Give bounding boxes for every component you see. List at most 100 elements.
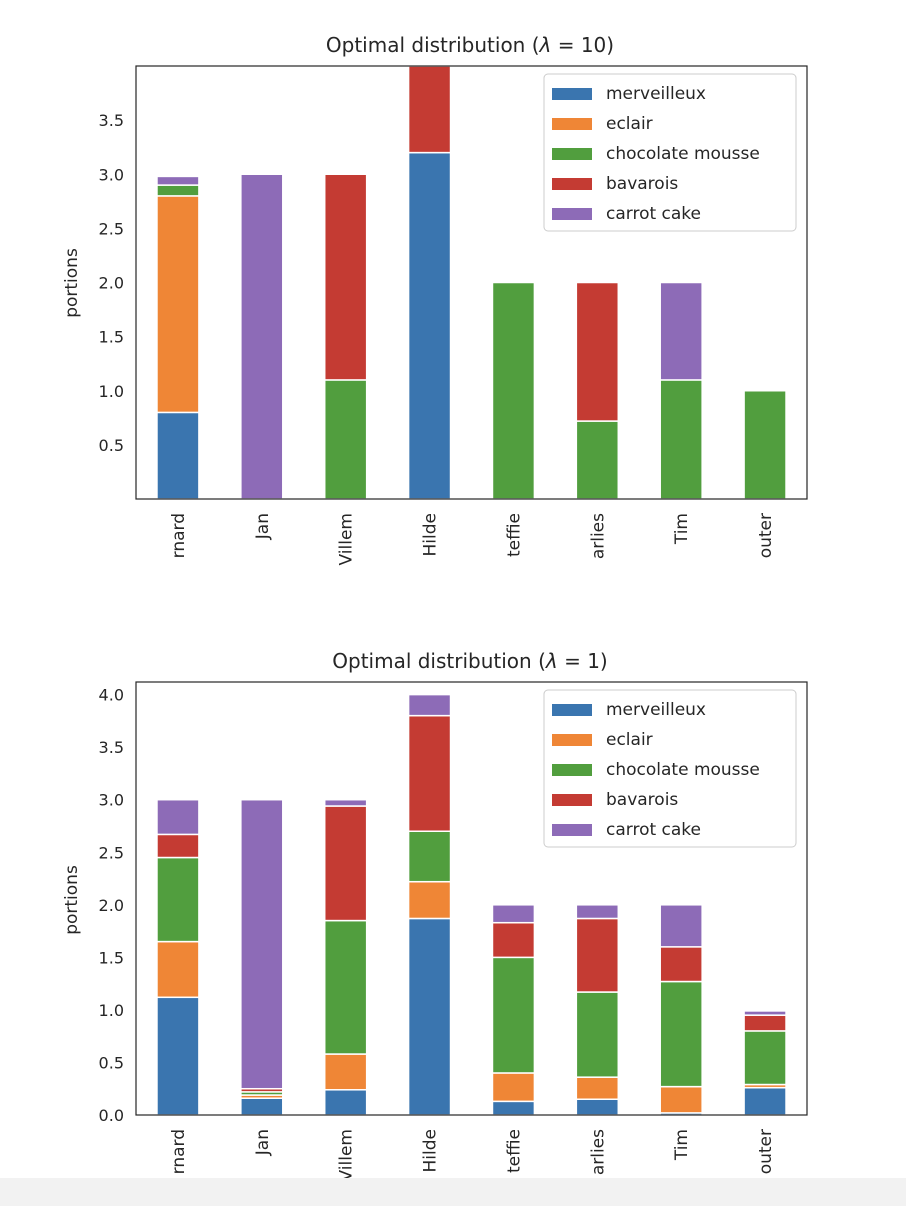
bar-hilde-bavarois <box>407 714 452 832</box>
legend-frame <box>543 73 797 232</box>
bar-tim-chocolate-mousse <box>659 980 703 1088</box>
page-footer-bar <box>0 1178 906 1206</box>
bar-villem-bavarois <box>323 173 368 381</box>
bar-hilde-carrot-cake <box>407 693 452 717</box>
chart-1-x-ticks: rnard Jan Villem Hilde teffie arlies Tim outer <box>169 513 776 566</box>
bar-hilde-merveilleux <box>407 917 452 1116</box>
bar-outer-chocolate-mousse <box>743 390 787 500</box>
bar-teffie-eclair <box>491 1072 536 1103</box>
x-tick-label-arlies: arlies <box>588 1129 608 1175</box>
bar-teffie-bavarois <box>491 921 536 959</box>
x-tick-label-hilde: Hilde <box>421 1129 441 1172</box>
bar-rnard-eclair <box>156 940 200 999</box>
bar-villem-chocolate-mousse <box>323 379 368 500</box>
bar-rnard-carrot-cake <box>156 798 200 836</box>
legend-label-bavarois: bavarois <box>606 174 678 194</box>
legend-label-bavarois: bavarois <box>606 790 678 810</box>
x-tick-label-tim: Tim <box>672 1129 692 1161</box>
bar-outer-carrot-cake <box>743 1010 787 1016</box>
x-tick-label-hilde: Hilde <box>421 513 441 556</box>
legend-swatch-carrot-cake <box>552 824 592 836</box>
chart-2: Optimal distribution (λ = 1) portions 0.… <box>62 649 808 1178</box>
chart-2-axes-frame <box>135 681 808 1116</box>
chart-1-axes-frame <box>135 65 808 500</box>
legend-swatch-chocolate-mousse <box>552 764 592 776</box>
bar-arlies-bavarois <box>575 281 620 422</box>
bar-arlies-carrot-cake <box>575 904 620 920</box>
legend-swatch-merveilleux <box>552 88 592 100</box>
bar-arlies-eclair <box>575 1076 620 1100</box>
x-tick-label-villem: Villem <box>337 1129 357 1178</box>
bar-villem-chocolate-mousse <box>323 919 368 1055</box>
bar-rnard-carrot-cake <box>156 175 200 186</box>
chart-1-y-ticks: 0.5 1.0 1.5 2.0 2.5 3.0 3.5 <box>99 111 124 455</box>
x-tick-label-rnard: rnard <box>169 513 189 558</box>
bar-teffie-chocolate-mousse <box>491 281 536 500</box>
x-tick-label-outer: outer <box>756 1129 776 1174</box>
legend-swatch-bavarois <box>552 794 592 806</box>
legend-label-chocolate-mousse: chocolate mousse <box>606 760 760 780</box>
bar-outer-merveilleux <box>743 1086 787 1116</box>
chart-1-legend: merveilleux eclair chocolate mousse bava… <box>543 73 797 232</box>
chart-1-bars <box>156 65 787 500</box>
bar-tim-chocolate-mousse <box>659 379 703 500</box>
x-tick-label-jan: Jan <box>253 513 273 540</box>
legend-swatch-eclair <box>552 734 592 746</box>
bar-arlies-merveilleux <box>575 1098 620 1116</box>
chart-1: Optimal distribution (λ = 10) portions 0… <box>62 33 808 566</box>
chart-2-title: Optimal distribution (λ = 1) <box>332 649 607 673</box>
chart-2-y-ticks: 0.0 0.5 1.0 1.5 2.0 2.5 3.0 3.5 4.0 <box>99 686 124 1125</box>
y-tick-label-0-0: 0.0 <box>99 1106 124 1125</box>
legend-label-merveilleux: merveilleux <box>606 84 706 104</box>
bar-villem-carrot-cake <box>323 798 368 807</box>
x-tick-label-villem: Villem <box>337 513 357 565</box>
bar-teffie-merveilleux <box>491 1100 536 1116</box>
bar-hilde-chocolate-mousse <box>407 830 452 883</box>
legend-label-merveilleux: merveilleux <box>606 700 706 720</box>
y-tick-label-3-5: 3.5 <box>99 738 124 757</box>
bar-hilde-merveilleux <box>407 151 452 500</box>
bar-rnard-merveilleux <box>156 996 200 1116</box>
bar-rnard-bavarois <box>156 833 200 859</box>
x-tick-label-jan: Jan <box>253 1129 273 1156</box>
bar-jan-carrot-cake <box>240 173 284 500</box>
chart-2-ylabel: portions <box>62 865 82 935</box>
legend-label-eclair: eclair <box>606 114 653 134</box>
y-tick-label-1-5: 1.5 <box>99 948 124 967</box>
y-tick-label-0-5: 0.5 <box>99 1054 124 1073</box>
bar-arlies-bavarois <box>575 917 620 993</box>
y-tick-label-2-0: 2.0 <box>99 896 124 915</box>
y-tick-label-3-0: 3.0 <box>99 165 124 184</box>
chart-2-legend: merveilleux eclair chocolate mousse bava… <box>543 689 797 848</box>
bar-arlies-chocolate-mousse <box>575 991 620 1078</box>
bar-rnard-eclair <box>156 195 200 414</box>
legend-frame <box>543 689 797 848</box>
y-tick-label-1-0: 1.0 <box>99 1001 124 1020</box>
legend-label-eclair: eclair <box>606 730 653 750</box>
legend-swatch-carrot-cake <box>552 208 592 220</box>
chart-2-bars <box>156 693 787 1116</box>
bar-outer-bavarois <box>743 1014 787 1032</box>
bar-villem-bavarois <box>323 805 368 922</box>
legend-label-chocolate-mousse: chocolate mousse <box>606 144 760 164</box>
y-tick-label-2-5: 2.5 <box>99 843 124 862</box>
bar-rnard-chocolate-mousse <box>156 184 200 197</box>
bar-villem-merveilleux <box>323 1089 368 1116</box>
y-tick-label-3-5: 3.5 <box>99 111 124 130</box>
bar-jan-merveilleux <box>240 1097 284 1116</box>
bar-teffie-carrot-cake <box>491 904 536 924</box>
bar-hilde-eclair <box>407 880 452 920</box>
bar-rnard-chocolate-mousse <box>156 856 200 943</box>
chart-1-title: Optimal distribution (λ = 10) <box>326 33 614 57</box>
bar-hilde-bavarois <box>407 65 452 154</box>
x-tick-label-tim: Tim <box>672 513 692 545</box>
y-tick-label-3-0: 3.0 <box>99 791 124 810</box>
y-tick-label-2-0: 2.0 <box>99 274 124 293</box>
y-tick-label-1-0: 1.0 <box>99 382 124 401</box>
y-tick-label-0-5: 0.5 <box>99 436 124 455</box>
x-tick-label-teffie: teffie <box>504 1129 524 1173</box>
legend-swatch-chocolate-mousse <box>552 148 592 160</box>
x-tick-label-teffie: teffie <box>504 513 524 557</box>
bar-tim-carrot-cake <box>659 904 703 948</box>
bar-teffie-chocolate-mousse <box>491 956 536 1074</box>
